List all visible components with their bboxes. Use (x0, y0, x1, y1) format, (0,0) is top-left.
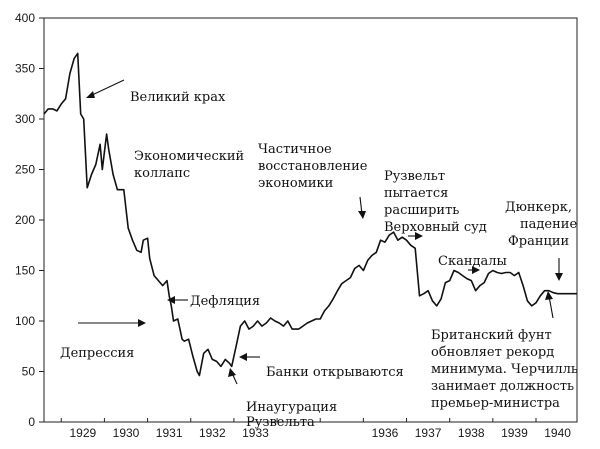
annotation-deflyatsiya: Дефляция (190, 294, 260, 309)
x-tick-label: 1931 (156, 426, 183, 440)
x-tick-label: 1940 (544, 426, 571, 440)
annotation-ruzvelta: Рузвельта (246, 415, 315, 430)
y-tick-label: 100 (15, 314, 35, 328)
annotation-padenie: падение (520, 217, 577, 232)
x-tick-label: 1932 (199, 426, 226, 440)
arrowhead-chastichnoe (358, 211, 366, 219)
annotation-arrows (78, 79, 563, 385)
x-tick-label: 1930 (113, 426, 140, 440)
annotation-zanimaet: занимает должность (431, 379, 574, 394)
annotation-verkhovnyy: Верховный суд (384, 220, 487, 235)
annotation-depressiya: Депрессия (60, 346, 134, 361)
annotation-skandaly: Скандалы (438, 254, 507, 269)
x-axis: 1929 1930 1931 1932 1933 1936 1937 1938 1939 1940 (60, 418, 571, 440)
y-tick-label: 350 (15, 62, 35, 76)
annotation-dyunkerk: Дюнкерк, (505, 200, 572, 215)
arrowhead-depressiya (138, 319, 146, 327)
annotation-ekonomicheskiy: Экономический (134, 149, 244, 164)
series-line-pound-index (43, 52, 577, 377)
x-tick-label: 1939 (501, 426, 528, 440)
annotation-kollaps: коллапс (134, 166, 190, 181)
x-tick-label: 1929 (69, 426, 96, 440)
y-tick-label: 400 (15, 11, 35, 25)
annotation-obnovlyaet: обновляет рекорд (431, 345, 554, 360)
annotation-vosstanovlenie: восстановление (258, 159, 368, 174)
x-tick-label: 1936 (372, 426, 399, 440)
annotation-chastichnoe: Частичное (258, 142, 332, 157)
annotation-rasshirit: расширить (384, 203, 459, 218)
arrowhead-deflyatsiya (167, 296, 175, 304)
arrowhead-britanskiy (545, 291, 553, 300)
arrowhead-inauguratsiya (228, 368, 236, 377)
y-tick-label: 150 (15, 264, 35, 278)
annotation-banki: Банки открываются (266, 365, 404, 380)
y-tick-label: 300 (15, 112, 35, 126)
y-tick-label: 0 (28, 415, 35, 429)
arrowhead-dyunkerk (555, 273, 563, 281)
y-axis: 0 50 100 150 200 250 300 350 400 (15, 11, 44, 429)
x-tick-label: 1938 (458, 426, 485, 440)
annotation-pytaetsya: пытается (384, 186, 448, 201)
x-tick-label: 1937 (415, 426, 442, 440)
y-tick-label: 200 (15, 213, 35, 227)
x-tick-label: 1933 (242, 426, 269, 440)
annotation-velikiy-krakh: Великий крах (130, 90, 226, 105)
annotation-ruzvelt: Рузвельт (384, 169, 445, 184)
annotation-premer: премьер-министра (431, 396, 560, 411)
annotation-minimuma: минимума. Черчилль (431, 362, 578, 377)
annotations: Великий крах Экономический коллапс Дефля… (60, 90, 578, 430)
arrow-velikiy-krakh (89, 79, 125, 97)
arrowhead-skandaly (472, 266, 480, 274)
annotation-britanskiy: Британский фунт (431, 328, 552, 343)
y-tick-label: 50 (22, 365, 36, 379)
annotation-ekonomiki: экономики (258, 176, 333, 191)
arrowhead-ruzvelt (415, 232, 423, 240)
y-tick-label: 250 (15, 163, 35, 177)
arrow-britanskiy (548, 295, 554, 319)
annotation-inauguratsiya: Инаугурация (246, 400, 337, 415)
arrowhead-banki (239, 353, 247, 361)
arrowhead-velikiy-krakh (86, 91, 95, 98)
annotation-frantsii: Франции (508, 234, 569, 249)
